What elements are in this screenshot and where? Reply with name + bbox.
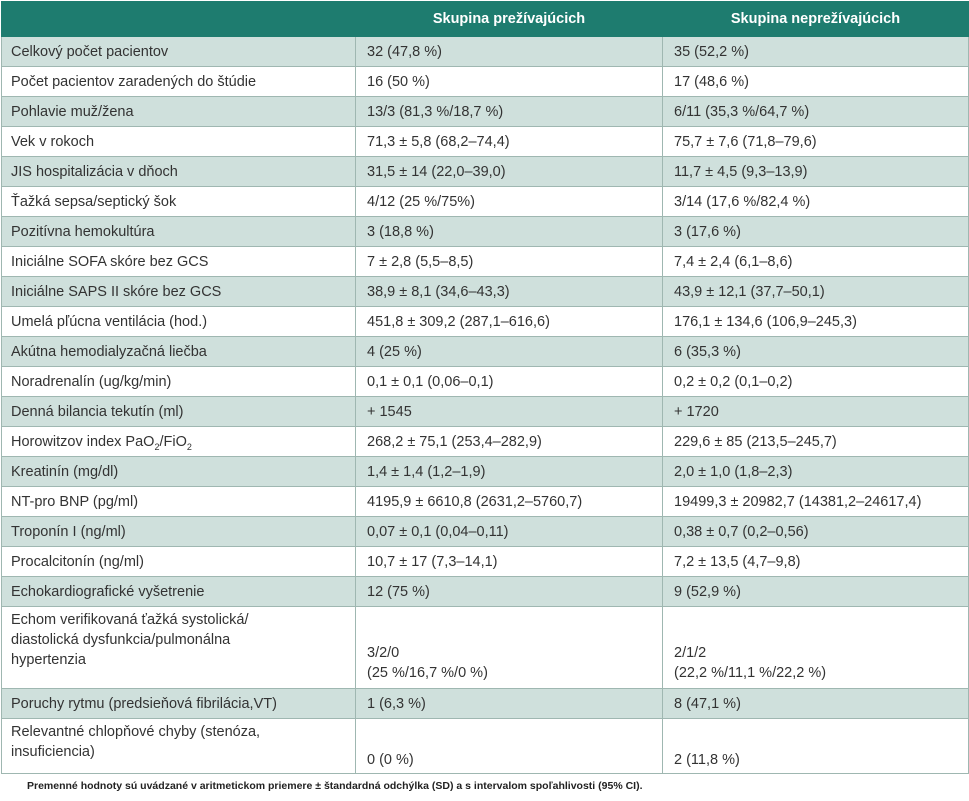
row-label: Počet pacientov zaradených do štúdie xyxy=(1,66,356,97)
nonsurvivors-value: 176,1 ± 134,6 (106,9–245,3) xyxy=(662,306,969,337)
survivors-value: 31,5 ± 14 (22,0–39,0) xyxy=(355,156,663,187)
nonsurvivors-value: 2,0 ± 1,0 (1,8–2,3) xyxy=(662,456,969,487)
row-label: JIS hospitalizácia v dňoch xyxy=(1,156,356,187)
row-label: Celkový počet pacientov xyxy=(1,36,356,67)
table-row: Umelá pľúcna ventilácia (hod.) 451,8 ± 3… xyxy=(1,306,969,337)
survivors-value: + 1545 xyxy=(355,396,663,427)
survivors-value: 4/12 (25 %/75%) xyxy=(355,186,663,217)
nonsurvivors-value: 6 (35,3 %) xyxy=(662,336,969,367)
row-label: NT-pro BNP (pg/ml) xyxy=(1,486,356,517)
table-row: Poruchy rytmu (predsieňová fibrilácia,VT… xyxy=(1,688,969,719)
table-row: Noradrenalín (ug/kg/min) 0,1 ± 0,1 (0,06… xyxy=(1,366,969,397)
table-row: Celkový počet pacientov 32 (47,8 %) 35 (… xyxy=(1,36,969,67)
survivors-value: 13/3 (81,3 %/18,7 %) xyxy=(355,96,663,127)
row-label: Iniciálne SAPS II skóre bez GCS xyxy=(1,276,356,307)
survivors-value: 4 (25 %) xyxy=(355,336,663,367)
nonsurvivors-value: 229,6 ± 85 (213,5–245,7) xyxy=(662,426,969,457)
survivors-value: 38,9 ± 8,1 (34,6–43,3) xyxy=(355,276,663,307)
survivors-value: 3 (18,8 %) xyxy=(355,216,663,247)
survivors-value: 4195,9 ± 6610,8 (2631,2–5760,7) xyxy=(355,486,663,517)
survivors-value: 1,4 ± 1,4 (1,2–1,9) xyxy=(355,456,663,487)
table-row: NT-pro BNP (pg/ml) 4195,9 ± 6610,8 (2631… xyxy=(1,486,969,517)
table-row: Echokardiografické vyšetrenie 12 (75 %) … xyxy=(1,576,969,607)
survivors-value: 71,3 ± 5,8 (68,2–74,4) xyxy=(355,126,663,157)
table-row: Iniciálne SAPS II skóre bez GCS 38,9 ± 8… xyxy=(1,276,969,307)
survivors-value: 451,8 ± 309,2 (287,1–616,6) xyxy=(355,306,663,337)
survivors-value: 268,2 ± 75,1 (253,4–282,9) xyxy=(355,426,663,457)
nonsurvivors-value: 6/11 (35,3 %/64,7 %) xyxy=(662,96,969,127)
table-row: Troponín I (ng/ml) 0,07 ± 0,1 (0,04–0,11… xyxy=(1,516,969,547)
row-label: Noradrenalín (ug/kg/min) xyxy=(1,366,356,397)
nonsurvivors-value: 0,38 ± 0,7 (0,2–0,56) xyxy=(662,516,969,547)
survivors-value: 0,07 ± 0,1 (0,04–0,11) xyxy=(355,516,663,547)
row-label: Iniciálne SOFA skóre bez GCS xyxy=(1,246,356,277)
nonsurvivors-value: 3/14 (17,6 %/82,4 %) xyxy=(662,186,969,217)
row-label: Horowitzov index PaO2/FiO2 xyxy=(1,426,356,457)
nonsurvivors-value: 35 (52,2 %) xyxy=(662,36,969,67)
table-row: JIS hospitalizácia v dňoch 31,5 ± 14 (22… xyxy=(1,156,969,187)
nonsurvivors-value: 3 (17,6 %) xyxy=(662,216,969,247)
nonsurvivors-value: 75,7 ± 7,6 (71,8–79,6) xyxy=(662,126,969,157)
nonsurvivors-value: 11,7 ± 4,5 (9,3–13,9) xyxy=(662,156,969,187)
table-row: Pozitívna hemokultúra 3 (18,8 %) 3 (17,6… xyxy=(1,216,969,247)
nonsurvivors-value: 19499,3 ± 20982,7 (14381,2–24617,4) xyxy=(662,486,969,517)
survivors-value: 16 (50 %) xyxy=(355,66,663,97)
nonsurvivors-value: 9 (52,9 %) xyxy=(662,576,969,607)
row-label: Echom verifikovaná ťažká systolická/ dia… xyxy=(1,606,356,689)
nonsurvivors-value: 2/1/2 (22,2 %/11,1 %/22,2 %) xyxy=(662,606,969,689)
nonsurvivors-value: 7,2 ± 13,5 (4,7–9,8) xyxy=(662,546,969,577)
row-label: Poruchy rytmu (predsieňová fibrilácia,VT… xyxy=(1,688,356,719)
header-col3: Skupina neprežívajúcich xyxy=(662,1,969,37)
nonsurvivors-value: + 1720 xyxy=(662,396,969,427)
table-row: Kreatinín (mg/dl) 1,4 ± 1,4 (1,2–1,9) 2,… xyxy=(1,456,969,487)
survivors-value: 0 (0 %) xyxy=(355,718,663,774)
table-footnote: Premenné hodnoty sú uvádzané v aritmetic… xyxy=(27,780,643,792)
row-label: Akútna hemodialyzačná liečba xyxy=(1,336,356,367)
nonsurvivors-value: 17 (48,6 %) xyxy=(662,66,969,97)
row-label: Echokardiografické vyšetrenie xyxy=(1,576,356,607)
table-row: Iniciálne SOFA skóre bez GCS 7 ± 2,8 (5,… xyxy=(1,246,969,277)
table-row: Počet pacientov zaradených do štúdie 16 … xyxy=(1,66,969,97)
data-table: Skupina prežívajúcich Skupina neprežívaj… xyxy=(1,1,969,774)
table-header-row: Skupina prežívajúcich Skupina neprežívaj… xyxy=(1,1,969,37)
table-row: Vek v rokoch 71,3 ± 5,8 (68,2–74,4) 75,7… xyxy=(1,126,969,157)
table-row: Denná bilancia tekutín (ml) + 1545 + 172… xyxy=(1,396,969,427)
table-row: Akútna hemodialyzačná liečba 4 (25 %) 6 … xyxy=(1,336,969,367)
row-label: Ťažká sepsa/septický šok xyxy=(1,186,356,217)
subscript: 2 xyxy=(186,441,192,452)
nonsurvivors-value: 43,9 ± 12,1 (37,7–50,1) xyxy=(662,276,969,307)
survivors-value: 0,1 ± 0,1 (0,06–0,1) xyxy=(355,366,663,397)
table-row: Procalcitonín (ng/ml) 10,7 ± 17 (7,3–14,… xyxy=(1,546,969,577)
nonsurvivors-value: 8 (47,1 %) xyxy=(662,688,969,719)
survivors-value: 3/2/0 (25 %/16,7 %/0 %) xyxy=(355,606,663,689)
row-label: Denná bilancia tekutín (ml) xyxy=(1,396,356,427)
row-label: Pozitívna hemokultúra xyxy=(1,216,356,247)
row-label: Umelá pľúcna ventilácia (hod.) xyxy=(1,306,356,337)
row-label: Kreatinín (mg/dl) xyxy=(1,456,356,487)
survivors-value: 32 (47,8 %) xyxy=(355,36,663,67)
header-col1 xyxy=(1,1,356,37)
row-label: Vek v rokoch xyxy=(1,126,356,157)
subscript: 2 xyxy=(154,441,160,452)
table-row: Echom verifikovaná ťažká systolická/ dia… xyxy=(1,606,969,689)
table-row: Pohlavie muž/žena 13/3 (81,3 %/18,7 %) 6… xyxy=(1,96,969,127)
table-row: Relevantné chlopňové chyby (stenóza, ins… xyxy=(1,718,969,774)
nonsurvivors-value: 2 (11,8 %) xyxy=(662,718,969,774)
survivors-value: 10,7 ± 17 (7,3–14,1) xyxy=(355,546,663,577)
row-label: Troponín I (ng/ml) xyxy=(1,516,356,547)
survivors-value: 1 (6,3 %) xyxy=(355,688,663,719)
label-part: /FiO xyxy=(159,433,187,450)
nonsurvivors-value: 0,2 ± 0,2 (0,1–0,2) xyxy=(662,366,969,397)
row-label: Procalcitonín (ng/ml) xyxy=(1,546,356,577)
row-label: Pohlavie muž/žena xyxy=(1,96,356,127)
survivors-value: 7 ± 2,8 (5,5–8,5) xyxy=(355,246,663,277)
label-part: Horowitzov index PaO xyxy=(11,433,155,450)
table-row: Horowitzov index PaO2/FiO2 268,2 ± 75,1 … xyxy=(1,426,969,457)
survivors-value: 12 (75 %) xyxy=(355,576,663,607)
nonsurvivors-value: 7,4 ± 2,4 (6,1–8,6) xyxy=(662,246,969,277)
header-col2: Skupina prežívajúcich xyxy=(355,1,663,37)
table-row: Ťažká sepsa/septický šok 4/12 (25 %/75%)… xyxy=(1,186,969,217)
row-label: Relevantné chlopňové chyby (stenóza, ins… xyxy=(1,718,356,774)
